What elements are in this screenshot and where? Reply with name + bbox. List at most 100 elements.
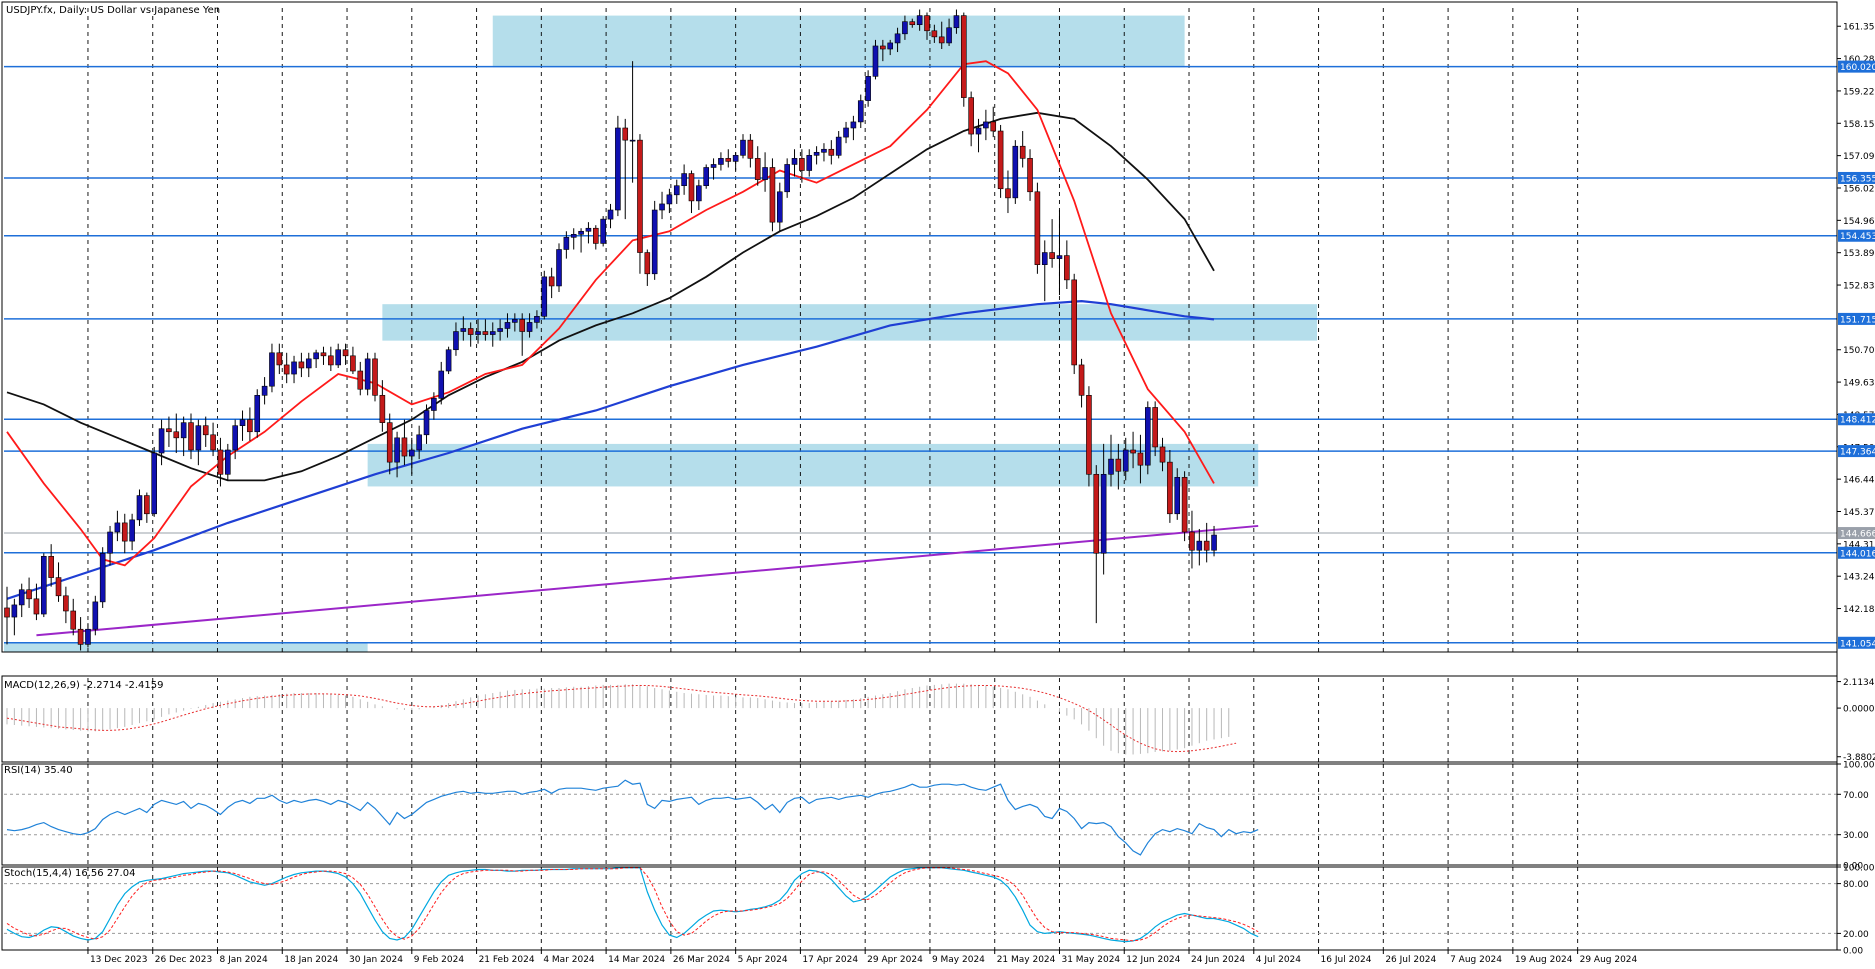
bullish-candle xyxy=(578,228,584,253)
x-tick-label: 17 Apr 2024 xyxy=(802,955,858,965)
pane-frame xyxy=(1,763,1838,866)
candle-body xyxy=(718,158,724,165)
bullish-candle xyxy=(269,343,275,393)
bearish-candle xyxy=(276,343,283,375)
price-tag xyxy=(1838,636,1875,649)
x-tick-label: 13 Dec 2023 xyxy=(90,955,147,965)
support-resistance-zone xyxy=(492,15,1185,68)
bullish-candle xyxy=(232,419,238,460)
y-tick-label: 150.700 xyxy=(1843,346,1875,356)
current-price-label: 144.666 xyxy=(1840,530,1875,540)
bullish-candle xyxy=(835,131,842,159)
bullish-candle xyxy=(629,61,636,183)
chart-title: USDJPY.fx, Daily: US Dollar vs Japanese … xyxy=(6,5,220,16)
bearish-candle xyxy=(342,343,349,365)
bullish-candle xyxy=(504,313,511,338)
candle-body xyxy=(843,127,849,138)
candle-body xyxy=(460,328,467,332)
candle-body xyxy=(600,218,606,244)
bearish-candle xyxy=(1115,443,1122,490)
y-tick-label: 149.635 xyxy=(1843,379,1875,389)
bullish-candle xyxy=(408,437,415,475)
candle-body xyxy=(563,237,570,250)
y-tick-label: 160.285 xyxy=(1843,55,1875,65)
candle-body xyxy=(872,45,879,77)
candle-body xyxy=(11,604,18,618)
y-tick-label: 158.155 xyxy=(1843,120,1875,130)
price-tag xyxy=(1838,413,1875,426)
bullish-candle xyxy=(18,583,25,618)
bearish-candle xyxy=(725,149,732,168)
candle-body xyxy=(489,331,496,335)
candle-body xyxy=(85,628,91,645)
bearish-candle xyxy=(144,492,150,523)
bullish-candle xyxy=(40,553,47,618)
candle-body xyxy=(1122,449,1129,472)
bullish-candle xyxy=(475,319,481,344)
moving-averages-layer xyxy=(6,60,1215,600)
candle-body xyxy=(887,42,894,50)
candle-body xyxy=(129,519,135,542)
bearish-candle xyxy=(637,134,643,274)
candle-body xyxy=(26,589,32,600)
candle-body xyxy=(107,531,113,554)
candle-body xyxy=(1086,395,1092,475)
bearish-candle xyxy=(4,586,10,645)
candle-body xyxy=(916,15,923,26)
candle-body xyxy=(1041,252,1048,265)
candle-body xyxy=(1167,461,1173,515)
bullish-candle xyxy=(902,15,908,40)
candle-body xyxy=(136,495,143,521)
candle-body xyxy=(1005,188,1011,199)
candle-body xyxy=(747,139,754,159)
bullish-candle xyxy=(261,377,268,405)
candle-body xyxy=(953,15,960,29)
candle-body xyxy=(1093,473,1100,554)
candle-body xyxy=(342,349,349,357)
candle-body xyxy=(158,428,165,454)
bullish-candle xyxy=(681,164,687,195)
x-tick-label: 4 Jul 2024 xyxy=(1256,955,1301,965)
y-tick-label: 144.310 xyxy=(1843,540,1875,550)
candle-body xyxy=(504,322,511,329)
candle-body xyxy=(1049,252,1055,259)
candle-body xyxy=(615,127,621,211)
bearish-candle xyxy=(1064,240,1070,289)
candle-body xyxy=(607,209,614,220)
bearish-candle xyxy=(188,413,194,460)
candle-body xyxy=(63,595,69,612)
bullish-candle xyxy=(666,188,673,214)
bullish-candle xyxy=(615,115,621,217)
macd-signal-line xyxy=(6,685,1237,753)
candle-body xyxy=(828,148,835,156)
bearish-candle xyxy=(1071,273,1077,375)
y-tick-label: 152.830 xyxy=(1843,282,1875,292)
candle-body xyxy=(180,422,187,439)
candle-body xyxy=(1159,446,1166,463)
sma-200-line xyxy=(6,299,1215,600)
bearish-candle xyxy=(799,149,805,183)
candle-body xyxy=(1130,449,1136,454)
candle-body xyxy=(997,130,1004,190)
candle-body xyxy=(475,331,481,335)
bullish-candle xyxy=(136,489,143,526)
bullish-candle xyxy=(92,595,99,636)
y-tick-label: 142.180 xyxy=(1843,605,1875,615)
candle-body xyxy=(283,364,290,375)
bullish-candle xyxy=(1012,140,1019,204)
candle-body xyxy=(975,127,982,135)
candle-body xyxy=(217,449,224,475)
bullish-candle xyxy=(313,349,319,368)
indicator-tick-label: 0.0000 xyxy=(1843,705,1875,715)
bullish-candle xyxy=(696,179,702,211)
indicator-tick-label: 100.00 xyxy=(1843,864,1875,874)
x-tick-label: 7 Aug 2024 xyxy=(1450,955,1502,965)
bullish-candle xyxy=(975,118,982,153)
x-tick-label: 5 Apr 2024 xyxy=(738,955,788,965)
bearish-candle xyxy=(372,352,378,402)
candle-body xyxy=(482,331,489,335)
bearish-candle xyxy=(33,583,40,621)
bearish-candle xyxy=(26,577,32,608)
